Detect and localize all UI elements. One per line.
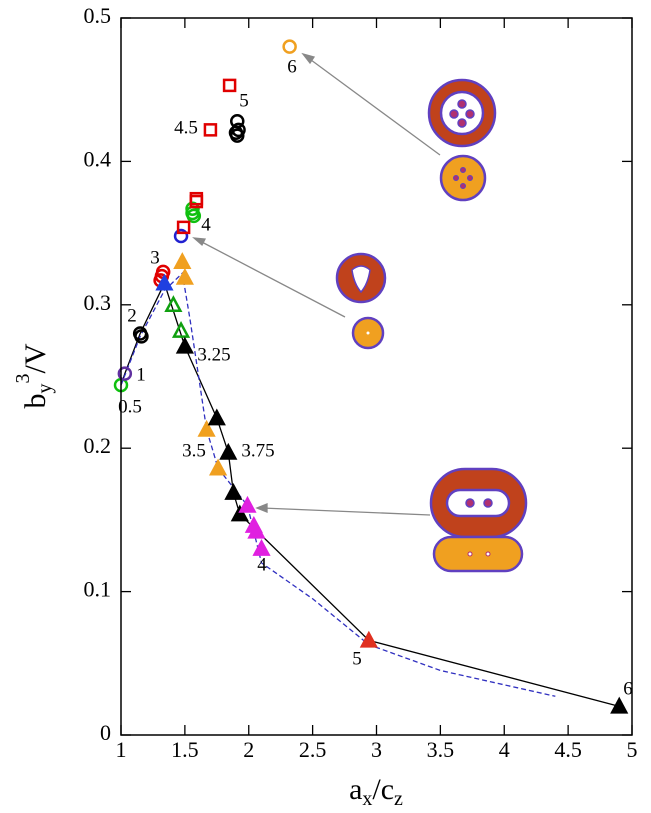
point bbox=[205, 124, 216, 135]
x-label-part: /c bbox=[372, 773, 394, 806]
y-label-part: b bbox=[19, 394, 52, 409]
annotation: 4 bbox=[201, 214, 211, 235]
point bbox=[221, 446, 235, 459]
x-tick-label: 2 bbox=[243, 737, 254, 762]
x-axis-label: ax/cz bbox=[349, 773, 403, 810]
x-label-part: a bbox=[349, 773, 362, 806]
annotation: 3.75 bbox=[241, 440, 274, 461]
y-tick-label: 0.2 bbox=[84, 433, 112, 458]
x-tick-label: 3 bbox=[371, 737, 382, 762]
point bbox=[210, 411, 224, 424]
y-label-part: 3 bbox=[12, 374, 34, 384]
x-tick-label: 1.5 bbox=[171, 737, 199, 762]
annotation: 3.25 bbox=[197, 344, 230, 365]
y-axis-label: by3/V bbox=[12, 343, 56, 408]
y-label-part: /V bbox=[19, 343, 52, 373]
x-tick-label: 4 bbox=[499, 737, 510, 762]
chart: 11.522.533.544.5500.10.20.30.40.50.51233… bbox=[0, 0, 651, 813]
point bbox=[226, 486, 240, 499]
point bbox=[240, 499, 254, 512]
x-tick-label: 4.5 bbox=[554, 737, 582, 762]
y-tick-label: 0.5 bbox=[84, 3, 112, 28]
annotation: 3 bbox=[150, 247, 160, 268]
point bbox=[178, 339, 192, 352]
x-label-part: z bbox=[394, 788, 403, 810]
point bbox=[255, 542, 269, 555]
point bbox=[178, 271, 192, 284]
annotation: 3.5 bbox=[182, 440, 206, 461]
x-tick-label: 5 bbox=[627, 737, 638, 762]
point bbox=[211, 461, 225, 474]
x-label-part: x bbox=[362, 788, 372, 810]
x-tick-label: 1 bbox=[116, 737, 127, 762]
annotation: 4 bbox=[257, 554, 267, 575]
annotation: 6 bbox=[287, 56, 297, 77]
point bbox=[157, 276, 171, 289]
point bbox=[175, 255, 189, 268]
point bbox=[612, 699, 626, 712]
point bbox=[284, 41, 296, 53]
y-label-part: y bbox=[34, 384, 56, 394]
y-tick-label: 0 bbox=[100, 720, 111, 745]
y-tick-label: 0.4 bbox=[84, 146, 112, 171]
x-tick-label: 2.5 bbox=[299, 737, 327, 762]
annotation: 5 bbox=[239, 90, 249, 111]
annotation: 4.5 bbox=[174, 117, 198, 138]
y-tick-label: 0.3 bbox=[84, 290, 112, 315]
insets bbox=[337, 80, 526, 571]
annotation: 5 bbox=[352, 648, 362, 669]
annotation: 1 bbox=[136, 364, 146, 385]
annotation: 2 bbox=[127, 305, 137, 326]
y-tick-label: 0.1 bbox=[84, 577, 112, 602]
point bbox=[224, 80, 235, 91]
x-tick-label: 3.5 bbox=[427, 737, 455, 762]
